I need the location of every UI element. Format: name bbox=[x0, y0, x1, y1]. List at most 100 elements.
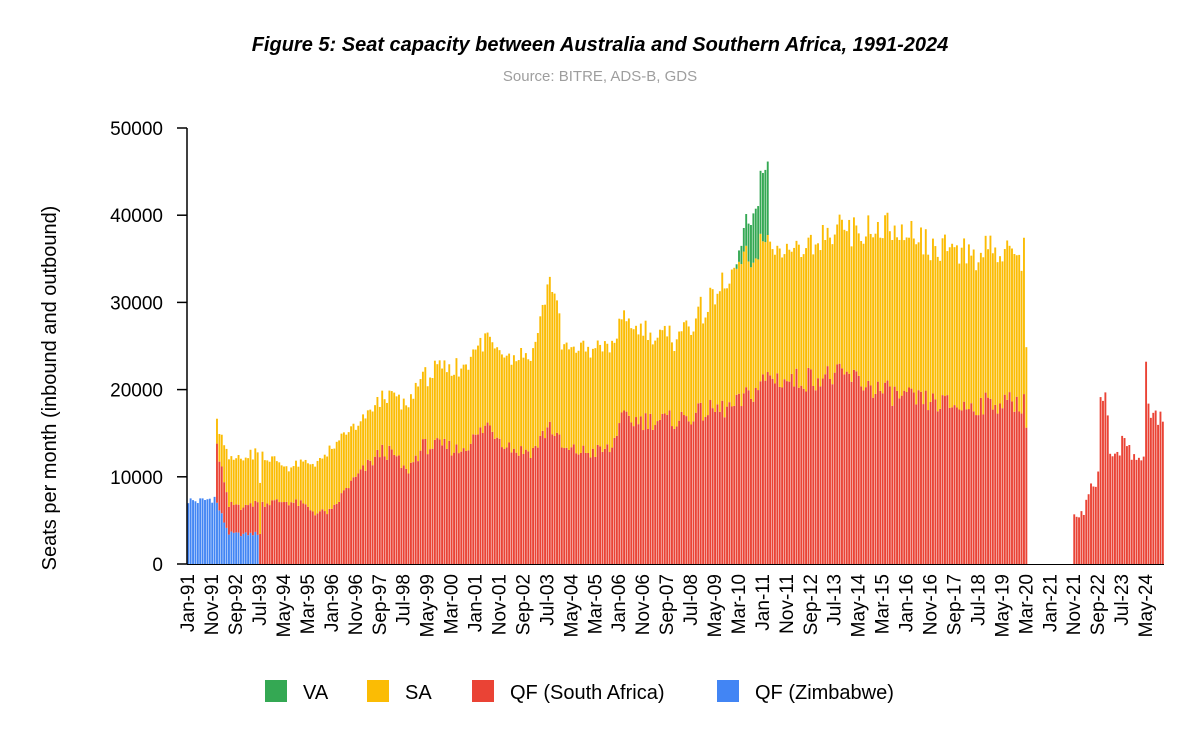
bar-sa bbox=[374, 405, 376, 457]
bar-sa bbox=[742, 251, 745, 394]
bar-qfsa bbox=[996, 413, 999, 564]
bar-sa bbox=[371, 411, 374, 466]
bar-sa bbox=[342, 432, 345, 491]
bar-qfsa bbox=[362, 465, 364, 564]
bar-zim bbox=[223, 522, 226, 564]
bar-sa bbox=[809, 234, 812, 370]
x-tick-label: Nov-01 bbox=[490, 574, 511, 635]
bar-qfsa bbox=[357, 473, 360, 564]
bar-qfsa bbox=[912, 392, 915, 564]
bar-sa bbox=[601, 351, 604, 452]
bar-sa bbox=[977, 262, 980, 416]
bar-qfsa bbox=[809, 369, 812, 564]
bar-qfsa bbox=[853, 369, 855, 564]
bar-sa bbox=[611, 340, 614, 448]
bar-sa bbox=[429, 377, 432, 450]
bar-zim bbox=[201, 498, 204, 564]
bar-qfsa bbox=[491, 431, 494, 564]
bar-sa bbox=[766, 234, 769, 373]
bar-sa bbox=[850, 246, 853, 382]
y-tick-label: 40000 bbox=[110, 206, 163, 227]
bar-qfsa bbox=[268, 505, 271, 564]
bar-sa bbox=[484, 333, 487, 426]
bar-sa bbox=[735, 268, 738, 395]
bar-qfsa bbox=[726, 406, 728, 564]
bar-va bbox=[738, 250, 740, 262]
bar-zim bbox=[196, 503, 199, 564]
bar-qfsa bbox=[455, 444, 458, 564]
bar-qfsa bbox=[802, 388, 805, 564]
legend-label: VA bbox=[303, 682, 329, 704]
bar-sa bbox=[951, 243, 954, 408]
bar-sa bbox=[793, 247, 796, 387]
bar-qfsa bbox=[776, 373, 779, 564]
x-tick-label: May-19 bbox=[992, 574, 1013, 637]
bar-sa bbox=[716, 293, 719, 405]
bar-qfsa bbox=[572, 444, 575, 564]
bar-qfsa bbox=[1073, 514, 1076, 564]
bar-sa bbox=[261, 451, 264, 502]
bar-qfsa bbox=[932, 393, 934, 564]
bar-zim bbox=[220, 513, 223, 564]
bar-sa bbox=[307, 463, 309, 507]
bar-qfsa bbox=[1023, 394, 1025, 564]
bar-sa bbox=[740, 264, 743, 407]
bar-qfsa bbox=[333, 504, 336, 564]
bar-qfsa bbox=[371, 465, 374, 564]
bar-qfsa bbox=[345, 487, 348, 564]
bar-qfsa bbox=[369, 460, 372, 564]
bar-sa bbox=[862, 243, 865, 391]
bar-qfsa bbox=[637, 424, 640, 564]
bar-sa bbox=[259, 482, 262, 534]
bar-qfsa bbox=[472, 434, 475, 564]
bar-sa bbox=[881, 238, 884, 394]
bar-qfsa bbox=[1114, 453, 1116, 564]
bar-qfsa bbox=[249, 503, 252, 533]
bar-qfsa bbox=[220, 466, 223, 514]
bar-sa bbox=[996, 262, 999, 414]
bar-qfsa bbox=[256, 502, 259, 535]
bar-qfsa bbox=[235, 504, 238, 533]
bar-sa bbox=[424, 367, 427, 439]
bar-qfsa bbox=[603, 448, 606, 564]
bar-qfsa bbox=[1094, 486, 1097, 564]
bar-qfsa bbox=[1106, 415, 1109, 564]
bar-qfsa bbox=[232, 504, 235, 533]
bar-qfsa bbox=[924, 390, 927, 564]
bar-qfsa bbox=[498, 438, 501, 564]
bar-qfsa bbox=[857, 375, 860, 564]
bar-zim bbox=[256, 534, 259, 564]
bar-sa bbox=[426, 386, 429, 455]
bar-qfsa bbox=[833, 372, 836, 564]
bar-sa bbox=[848, 219, 851, 374]
bar-sa bbox=[345, 434, 348, 488]
bar-sa bbox=[584, 351, 587, 453]
bar-qfsa bbox=[295, 499, 297, 564]
x-tick-label: Sep-97 bbox=[370, 574, 391, 635]
bar-sa bbox=[711, 289, 714, 409]
bar-sa bbox=[441, 368, 444, 446]
bar-sa bbox=[802, 254, 805, 389]
bar-sa bbox=[874, 233, 877, 394]
bar-va bbox=[742, 227, 745, 252]
bar-qfsa bbox=[769, 375, 772, 564]
bar-qfsa bbox=[307, 506, 309, 564]
bar-qfsa bbox=[500, 447, 503, 564]
bar-sa bbox=[896, 237, 898, 391]
bar-qfsa bbox=[972, 411, 975, 564]
bar-qfsa bbox=[750, 398, 752, 564]
bar-qfsa bbox=[910, 388, 913, 564]
bar-sa bbox=[905, 237, 908, 392]
legend-label: QF (Zimbabwe) bbox=[755, 682, 894, 704]
bar-sa bbox=[225, 448, 228, 493]
bar-sa bbox=[984, 235, 987, 393]
bar-qfsa bbox=[917, 390, 920, 564]
bar-sa bbox=[290, 467, 293, 503]
bar-qfsa bbox=[599, 446, 602, 564]
bar-sa bbox=[285, 466, 288, 502]
bar-sa bbox=[778, 248, 781, 387]
bar-sa bbox=[656, 337, 659, 422]
bar-zim bbox=[218, 510, 221, 564]
bar-qfsa bbox=[520, 446, 523, 564]
bar-qfsa bbox=[1075, 516, 1078, 564]
